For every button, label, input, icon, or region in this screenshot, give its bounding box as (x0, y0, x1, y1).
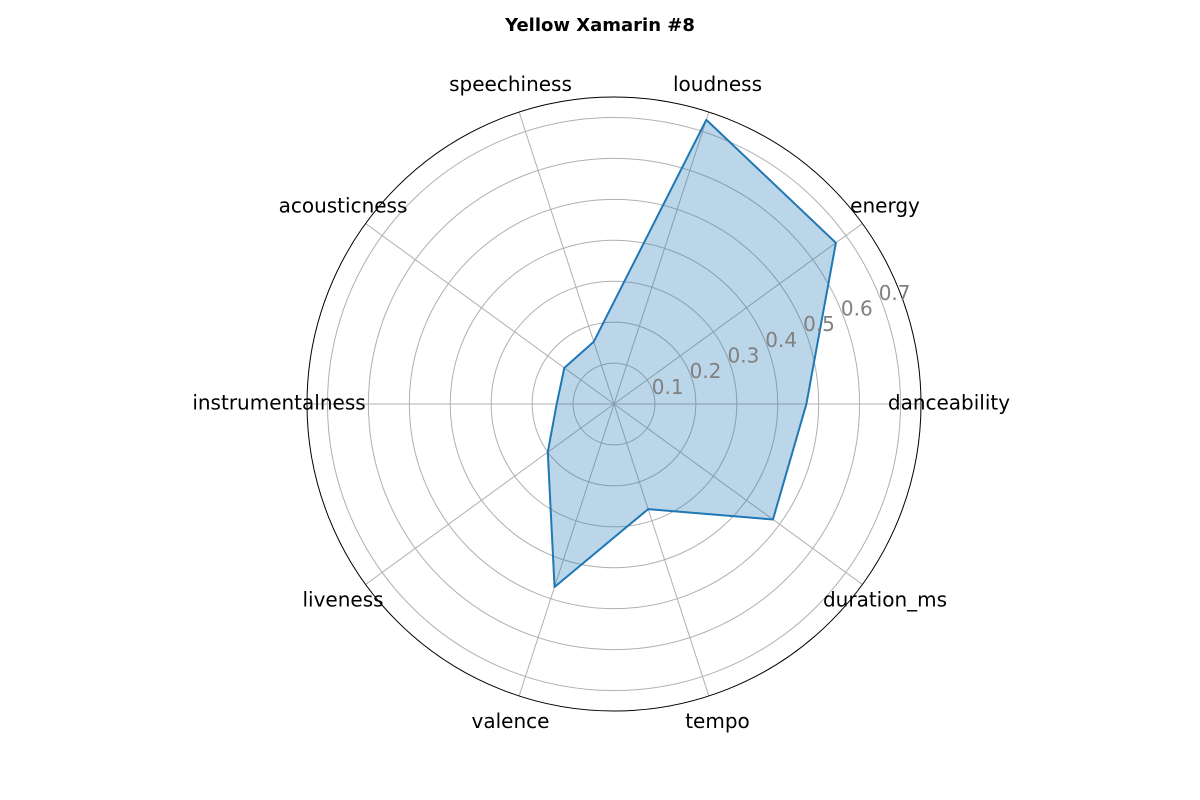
spoke-line (613, 403, 863, 585)
series-layer (546, 118, 837, 588)
spoke-line (518, 111, 615, 405)
axis-label-acousticness: acousticness (279, 194, 408, 218)
plot-frame (306, 96, 922, 712)
radial-tick-labels: 0.10.20.30.40.50.60.7 (652, 281, 911, 399)
axis-label-energy: energy (850, 194, 920, 218)
radial-grid (307, 111, 921, 697)
spoke-line (613, 223, 863, 405)
spoke-line (613, 111, 710, 405)
radial-tick-label: 0.1 (652, 375, 684, 399)
radial-tick-label: 0.5 (803, 312, 835, 336)
spoke-line (518, 403, 615, 697)
series-fill-area (547, 119, 836, 587)
radial-tick-label: 0.4 (765, 328, 797, 352)
radial-tick-label: 0.3 (728, 344, 760, 368)
outer-frame-circle (306, 96, 922, 712)
spoke-line (365, 223, 615, 405)
axis-label-instrumentalness: instrumentalness (192, 391, 365, 415)
chart-title: Yellow Xamarin #8 (504, 15, 695, 36)
axis-label-valence: valence (472, 709, 550, 733)
axis-label-danceability: danceability (888, 391, 1010, 415)
axis-label-liveness: liveness (302, 587, 383, 611)
radial-tick-label: 0.7 (879, 281, 911, 305)
axis-label-tempo: tempo (685, 709, 750, 733)
radial-tick-label: 0.2 (690, 359, 722, 383)
radial-tick-label: 0.6 (841, 297, 873, 321)
axis-label-loudness: loudness (673, 72, 762, 96)
axis-label-duration-ms: duration_ms (823, 587, 947, 611)
axis-labels: danceability energy loudness speechiness aco… (192, 72, 1010, 733)
series-line (546, 118, 837, 588)
spoke-line (365, 403, 615, 585)
axis-label-speechiness: speechiness (449, 72, 572, 96)
spoke-line (613, 403, 710, 697)
